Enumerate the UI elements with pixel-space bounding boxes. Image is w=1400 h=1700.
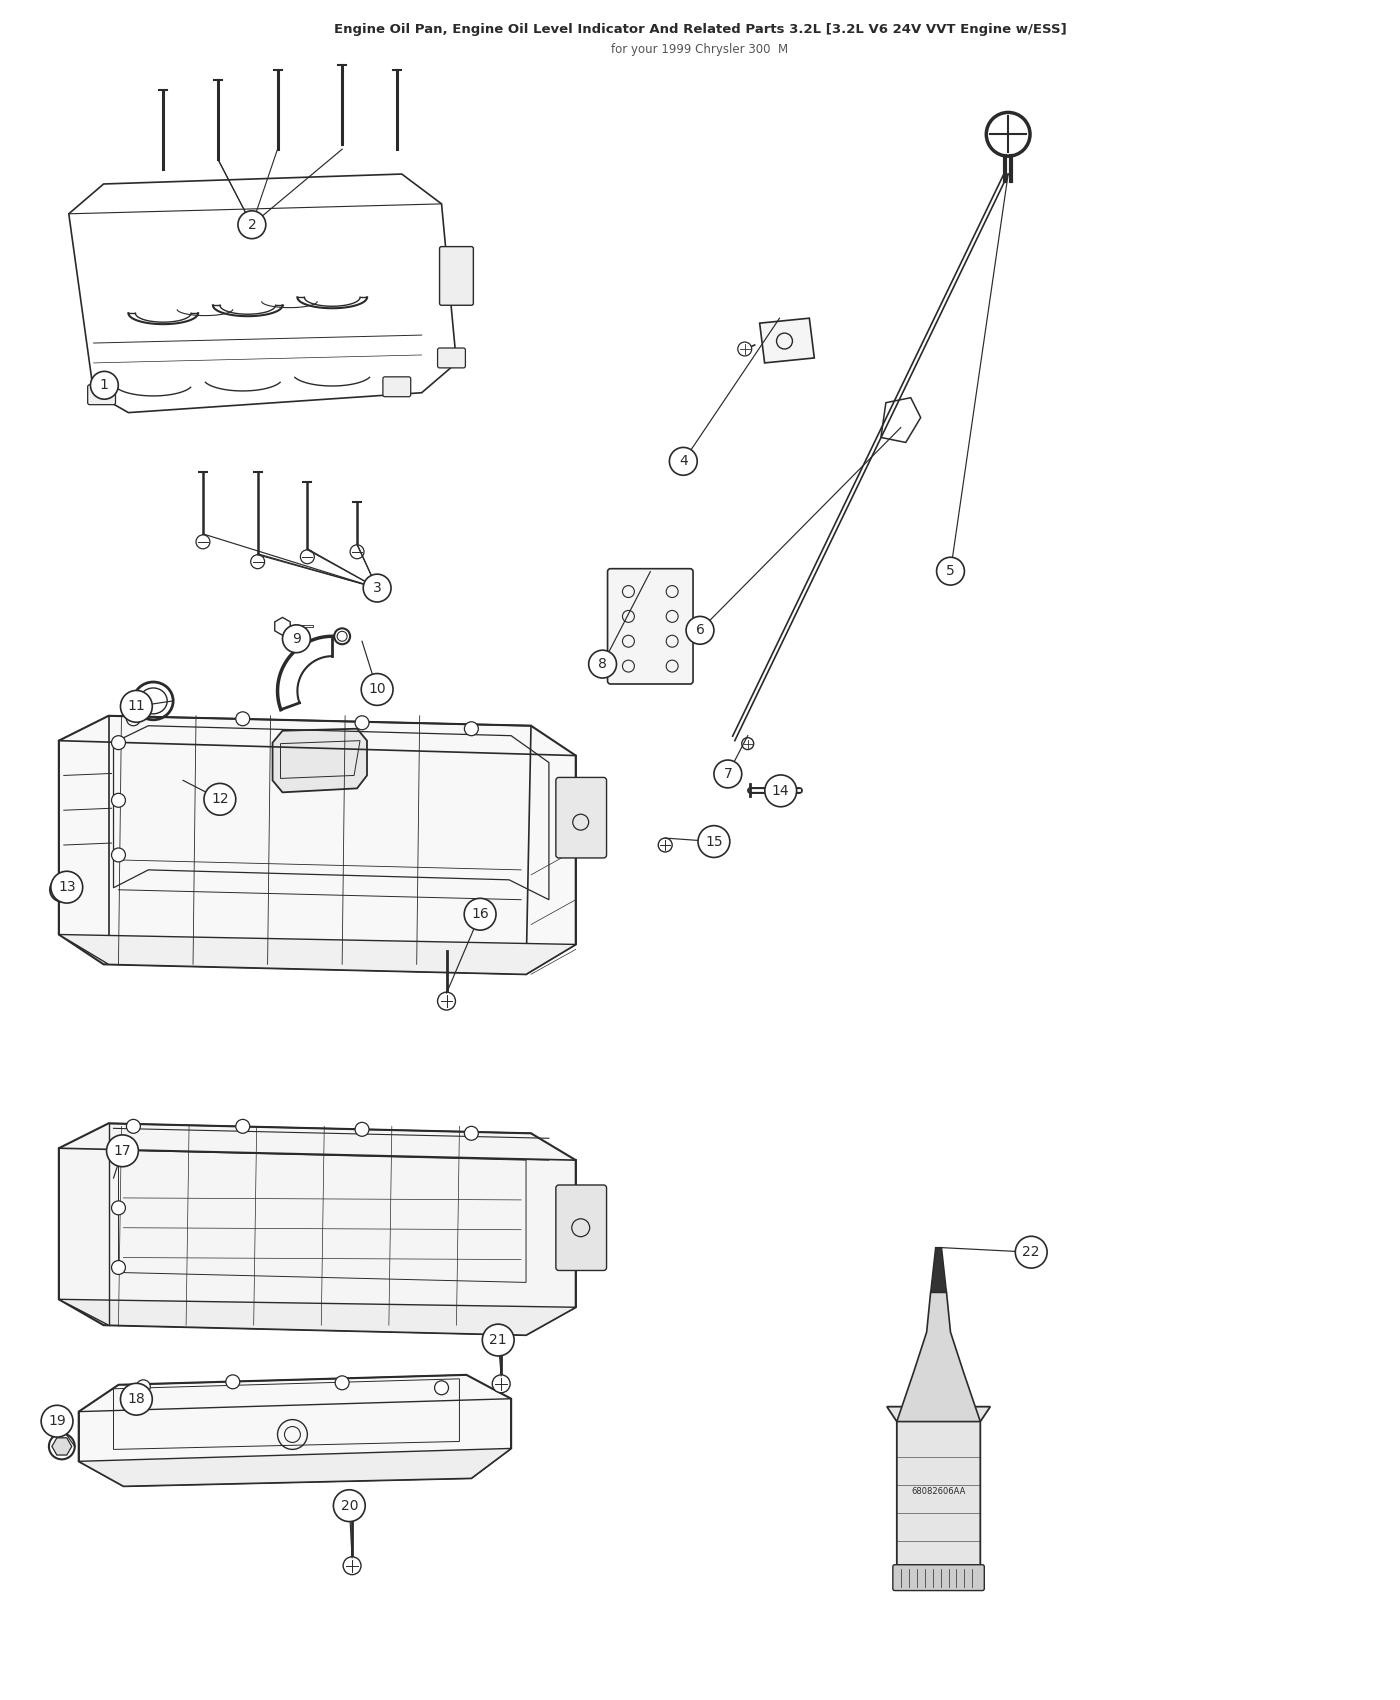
FancyBboxPatch shape bbox=[88, 384, 115, 405]
Text: 68082606AA: 68082606AA bbox=[911, 1488, 966, 1496]
Polygon shape bbox=[886, 1406, 990, 1571]
Circle shape bbox=[251, 554, 265, 570]
Circle shape bbox=[1015, 1236, 1047, 1268]
Polygon shape bbox=[59, 1299, 575, 1334]
Circle shape bbox=[126, 1119, 140, 1134]
Circle shape bbox=[91, 371, 118, 400]
Circle shape bbox=[335, 1375, 349, 1391]
Text: 4: 4 bbox=[679, 454, 687, 468]
Text: 15: 15 bbox=[706, 835, 722, 848]
Circle shape bbox=[41, 1406, 73, 1436]
Circle shape bbox=[112, 1200, 126, 1216]
Circle shape bbox=[235, 1119, 249, 1134]
Circle shape bbox=[235, 712, 249, 726]
Text: 21: 21 bbox=[490, 1333, 507, 1346]
FancyBboxPatch shape bbox=[608, 570, 693, 683]
Circle shape bbox=[350, 544, 364, 559]
Polygon shape bbox=[273, 729, 367, 792]
Circle shape bbox=[196, 536, 210, 549]
Polygon shape bbox=[59, 1124, 575, 1334]
Circle shape bbox=[714, 760, 742, 787]
Polygon shape bbox=[59, 716, 575, 974]
Text: 11: 11 bbox=[127, 699, 146, 714]
Text: 20: 20 bbox=[340, 1499, 358, 1513]
Text: 9: 9 bbox=[293, 632, 301, 646]
Circle shape bbox=[356, 716, 370, 729]
Text: 2: 2 bbox=[248, 218, 256, 231]
Text: 14: 14 bbox=[771, 784, 790, 797]
Text: 8: 8 bbox=[598, 658, 608, 672]
Polygon shape bbox=[59, 935, 575, 974]
Circle shape bbox=[120, 690, 153, 722]
Circle shape bbox=[238, 211, 266, 238]
Circle shape bbox=[204, 784, 235, 816]
Text: 3: 3 bbox=[372, 581, 382, 595]
Circle shape bbox=[361, 673, 393, 706]
Circle shape bbox=[50, 877, 74, 901]
Text: 17: 17 bbox=[113, 1144, 132, 1158]
Circle shape bbox=[438, 993, 455, 1010]
Circle shape bbox=[106, 1136, 139, 1166]
Circle shape bbox=[112, 1144, 126, 1158]
Circle shape bbox=[120, 1384, 153, 1414]
Text: 1: 1 bbox=[99, 379, 109, 393]
Text: 6: 6 bbox=[696, 624, 704, 638]
FancyBboxPatch shape bbox=[556, 1185, 606, 1270]
Text: 19: 19 bbox=[48, 1414, 66, 1428]
Text: 18: 18 bbox=[127, 1392, 146, 1406]
Circle shape bbox=[686, 617, 714, 644]
Circle shape bbox=[363, 575, 391, 602]
Circle shape bbox=[738, 342, 752, 355]
Circle shape bbox=[588, 649, 616, 678]
Circle shape bbox=[434, 1380, 448, 1394]
Polygon shape bbox=[78, 1375, 511, 1486]
Circle shape bbox=[136, 1380, 150, 1394]
Circle shape bbox=[343, 1557, 361, 1574]
Circle shape bbox=[50, 872, 83, 903]
Circle shape bbox=[493, 1375, 510, 1392]
Circle shape bbox=[112, 736, 126, 750]
Circle shape bbox=[658, 838, 672, 852]
Text: Engine Oil Pan, Engine Oil Level Indicator And Related Parts 3.2L [3.2L V6 24V V: Engine Oil Pan, Engine Oil Level Indicat… bbox=[333, 24, 1067, 36]
Circle shape bbox=[301, 549, 315, 564]
Circle shape bbox=[937, 558, 965, 585]
Text: for your 1999 Chrysler 300  M: for your 1999 Chrysler 300 M bbox=[612, 42, 788, 56]
Text: 12: 12 bbox=[211, 792, 228, 806]
Polygon shape bbox=[931, 1248, 946, 1292]
Polygon shape bbox=[897, 1292, 980, 1421]
FancyBboxPatch shape bbox=[440, 246, 473, 306]
Text: 5: 5 bbox=[946, 564, 955, 578]
Text: 16: 16 bbox=[472, 908, 489, 921]
FancyBboxPatch shape bbox=[382, 377, 410, 396]
FancyBboxPatch shape bbox=[556, 777, 606, 858]
Circle shape bbox=[225, 1375, 239, 1389]
Text: 13: 13 bbox=[57, 881, 76, 894]
Circle shape bbox=[764, 775, 797, 808]
Circle shape bbox=[126, 712, 140, 726]
Polygon shape bbox=[78, 1448, 511, 1486]
Circle shape bbox=[112, 848, 126, 862]
Circle shape bbox=[333, 1489, 365, 1522]
Circle shape bbox=[465, 898, 496, 930]
FancyBboxPatch shape bbox=[438, 348, 465, 367]
Circle shape bbox=[742, 738, 753, 750]
Circle shape bbox=[465, 722, 479, 736]
Circle shape bbox=[465, 1127, 479, 1141]
Circle shape bbox=[49, 1433, 74, 1459]
Circle shape bbox=[112, 1260, 126, 1275]
Text: 7: 7 bbox=[724, 767, 732, 780]
Polygon shape bbox=[52, 1438, 71, 1455]
Polygon shape bbox=[53, 882, 71, 898]
Circle shape bbox=[699, 826, 729, 857]
Circle shape bbox=[356, 1122, 370, 1136]
Text: 10: 10 bbox=[368, 682, 386, 697]
Circle shape bbox=[283, 626, 311, 653]
Circle shape bbox=[483, 1324, 514, 1357]
Circle shape bbox=[669, 447, 697, 476]
Circle shape bbox=[112, 794, 126, 808]
FancyBboxPatch shape bbox=[893, 1564, 984, 1591]
Polygon shape bbox=[760, 318, 815, 362]
Text: 22: 22 bbox=[1022, 1244, 1040, 1260]
Polygon shape bbox=[274, 617, 290, 636]
